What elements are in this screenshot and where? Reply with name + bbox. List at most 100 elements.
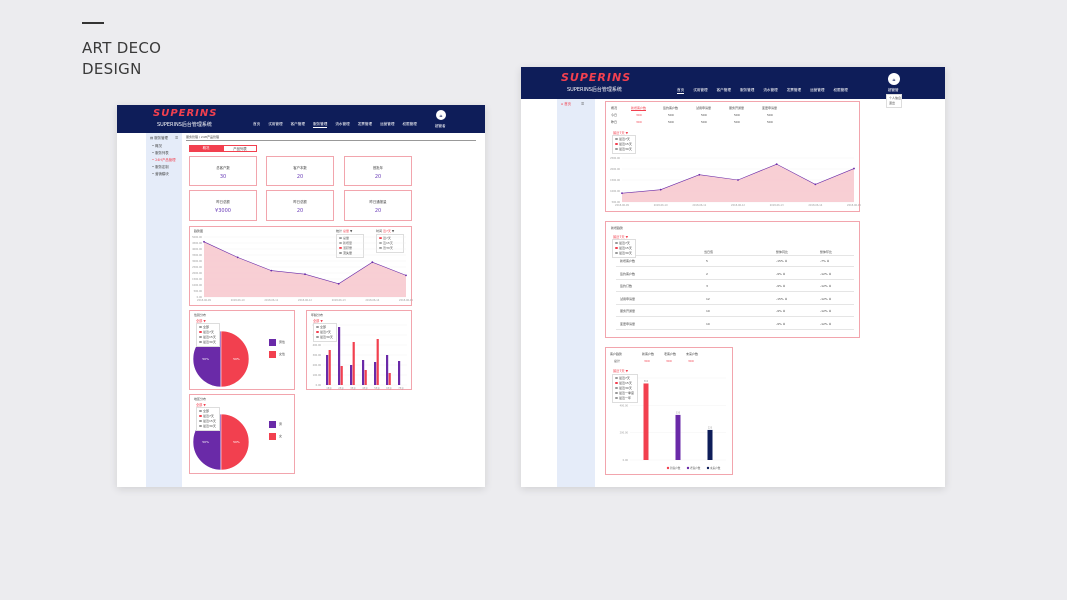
row-yoy: -9% ⬇ — [776, 284, 786, 288]
table-header: 整体同比 — [776, 250, 789, 254]
nav-item[interactable]: 首页 — [253, 122, 261, 126]
avatar[interactable]: ⌂ — [436, 110, 446, 120]
dropdown-option[interactable]: 最近30天 — [615, 147, 633, 152]
sidebar-item[interactable]: • 服务列表 — [152, 151, 169, 155]
stat-card: 昨日通报量 20 — [344, 190, 412, 221]
sidebar-item[interactable]: • 概况 — [152, 144, 162, 148]
avatar[interactable]: ⌂ — [888, 73, 900, 85]
row-value: 10 — [706, 309, 710, 313]
nav-item[interactable]: 试用管理 — [693, 88, 708, 92]
y-tick-label: 1000.00 — [192, 284, 202, 287]
x-tick-label: 2018-06-09 — [615, 204, 629, 207]
bar — [643, 383, 649, 460]
pie-select[interactable]: 全部 ▼ — [196, 403, 206, 407]
nav-item[interactable]: 发票管理 — [786, 88, 802, 92]
nav-item[interactable]: 流水管理 — [335, 122, 350, 126]
bar-select[interactable]: 全部 ▼ — [313, 319, 323, 323]
dropdown-option[interactable]: 最近30天 — [615, 386, 635, 391]
pie-label: 50% — [233, 357, 240, 361]
sidebar-item[interactable]: • 营销模块 — [152, 172, 169, 176]
y-tick-label: 500.00 — [612, 201, 621, 204]
customer-select[interactable]: 最近7天 ▼ — [613, 369, 629, 373]
overview-col[interactable]: 签约客户数 — [663, 106, 679, 110]
legend-swatch — [269, 433, 276, 440]
nav-item-active[interactable]: 首页 — [677, 88, 685, 94]
dropdown-option[interactable]: 最近30天 — [199, 424, 217, 429]
nav-item[interactable]: 权限管理 — [402, 122, 417, 126]
dropdown-option[interactable]: 最近7天 — [615, 241, 633, 246]
nav-item[interactable]: 客户管理 — [716, 88, 731, 92]
table-divider — [616, 316, 854, 317]
dropdown-option[interactable]: 最近7天 — [615, 137, 633, 142]
user-menu-item[interactable]: 退出 — [889, 101, 896, 105]
bar — [707, 429, 713, 460]
tab-overview[interactable]: 概况 — [189, 145, 223, 152]
dropdown-option[interactable]: 最近7天 — [199, 414, 217, 419]
dropdown-option[interactable]: 流失量 — [339, 251, 361, 256]
dropdown-option[interactable]: 最近30天 — [199, 340, 217, 345]
stat-card: 昨日总额 ¥3000 — [189, 190, 257, 221]
dropdown-option[interactable]: 最近15天 — [615, 381, 635, 386]
sidebar-home[interactable]: ⌂ 首页 ☰ — [561, 102, 585, 106]
bar-title: 年龄分布 — [311, 313, 324, 317]
new-trend-select[interactable]: 最近7天 ▼ — [613, 235, 629, 239]
stat-label: 客户本数 — [293, 166, 307, 170]
y-tick-label: 300.00 — [313, 354, 322, 357]
sidebar-item-active[interactable]: • 24H产品管理 — [152, 158, 176, 162]
dropdown-option[interactable]: 最近30天 — [615, 251, 633, 256]
y-tick-label: 2500.00 — [192, 266, 202, 269]
dropdown-option[interactable]: 最近15天 — [615, 246, 633, 251]
x-tick-label: 2018-06-12 — [298, 299, 312, 302]
x-tick-label: 35岁 — [350, 386, 356, 390]
dropdown-option[interactable]: 最近一季度 — [615, 391, 635, 396]
trend-filter-2[interactable]: 时间 近7天 ▼ — [376, 229, 395, 233]
dropdown-option[interactable]: 最近15天 — [615, 142, 633, 147]
overview-col[interactable]: 服务开通量 — [729, 106, 745, 110]
bar-value-label: 560 — [644, 380, 649, 383]
y-tick-label: 5000.00 — [192, 236, 202, 239]
stat-card: 昨日总额 20 — [266, 190, 334, 221]
pie-label: 50% — [202, 440, 209, 444]
dropdown-option[interactable]: 全部 — [316, 325, 334, 330]
sidebar-item[interactable]: • 服务定制 — [152, 165, 169, 169]
pie-select[interactable]: 全部 ▼ — [196, 319, 206, 323]
overview-row-label: 昨日 — [611, 120, 618, 124]
nav-item-active[interactable]: 服务管理 — [312, 122, 328, 128]
overview-select[interactable]: 最近7天 ▼ — [613, 131, 629, 135]
overview-col-active[interactable]: 新增客户数 — [631, 106, 647, 111]
nav-item[interactable]: 运营管理 — [380, 122, 395, 126]
dropdown-option[interactable]: 最近15天 — [199, 419, 217, 424]
sidebar-header[interactable]: ▤ 服务管理 ☰ — [150, 136, 178, 140]
top-header: SUPERINS SUPERINS后台管理系统 首页 试用管理 客户管理 服务管… — [117, 105, 485, 133]
nav-item[interactable]: 客户管理 — [290, 122, 305, 126]
overview-col[interactable]: 试用申请量 — [696, 106, 712, 110]
nav-item[interactable]: 服务管理 — [739, 88, 755, 92]
user-menu-item[interactable]: 个人信息 — [889, 96, 902, 100]
dropdown-option[interactable]: 最近30天 — [316, 335, 334, 340]
overview-col[interactable]: 变更申请量 — [762, 106, 778, 110]
nav-item[interactable]: 流水管理 — [763, 88, 778, 92]
trend-filter-1[interactable]: 统计 总量 ▼ — [336, 229, 353, 233]
overview-area-chart: 2500.002000.001500.001000.00500.002018-0… — [610, 157, 861, 207]
user-name[interactable]: 超管管 — [888, 88, 899, 92]
bar-value-label: 220 — [708, 426, 713, 429]
dropdown-option[interactable]: 最近7天 — [615, 376, 635, 381]
dropdown-option[interactable]: 最近一年 — [615, 396, 635, 401]
logo[interactable]: SUPERINS — [153, 108, 218, 119]
dropdown-option[interactable]: 最近15天 — [199, 335, 217, 340]
tab-product-list[interactable]: 产品列表 — [223, 145, 257, 152]
logo[interactable]: SUPERINS — [561, 71, 632, 84]
table-divider — [616, 328, 854, 330]
bar — [388, 373, 391, 385]
nav-item[interactable]: 发票管理 — [357, 122, 373, 126]
user-name[interactable]: 超管者 — [435, 124, 446, 128]
dropdown-option[interactable]: 全部 — [199, 409, 217, 414]
stat-card: 总客户数 30 — [189, 156, 257, 186]
dropdown-option[interactable]: 全部 — [199, 325, 217, 330]
nav-item[interactable]: 权限管理 — [833, 88, 848, 92]
nav-item[interactable]: 试用管理 — [268, 122, 283, 126]
dropdown-option[interactable]: 最近7天 — [316, 330, 334, 335]
x-tick-label: 18岁 — [326, 386, 332, 390]
nav-item[interactable]: 运营管理 — [810, 88, 825, 92]
dropdown-option[interactable]: 最近7天 — [199, 330, 217, 335]
